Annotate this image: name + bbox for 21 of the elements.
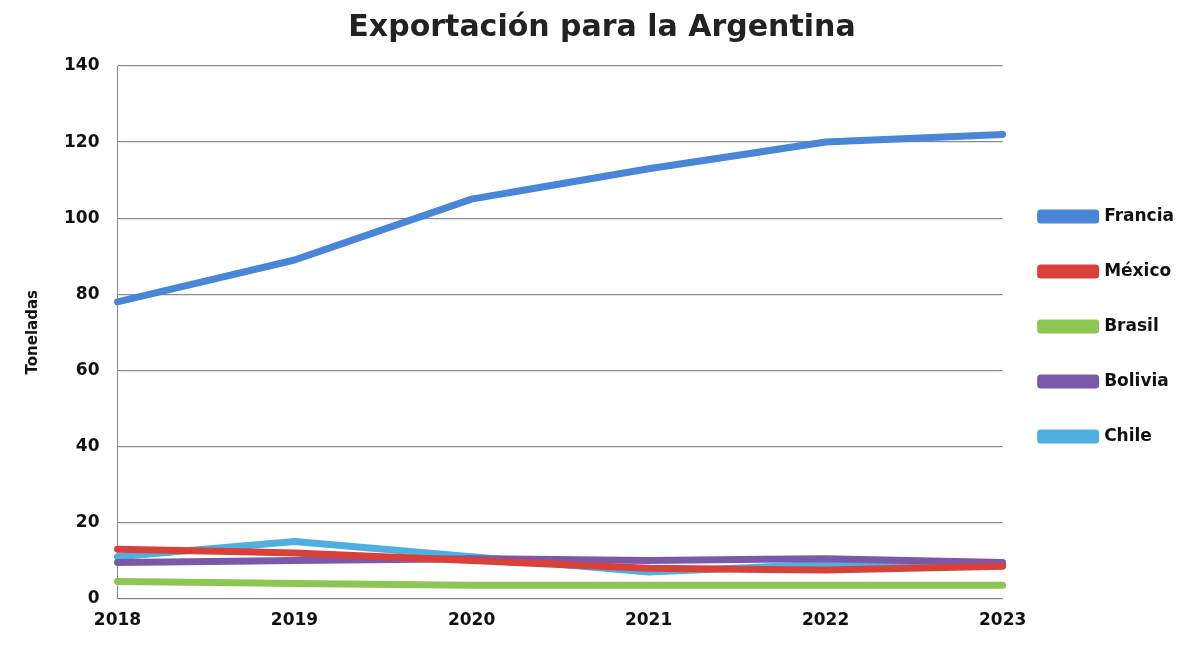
y-tick-label: 120 <box>63 130 100 151</box>
x-tick-label: 2020 <box>447 609 496 630</box>
legend-label: Francia <box>1104 204 1174 225</box>
y-tick-label: 80 <box>75 282 100 303</box>
x-tick-label: 2023 <box>978 609 1027 630</box>
x-tick-label: 2021 <box>624 609 673 630</box>
y-tick-label: 140 <box>63 54 100 75</box>
chart-title: Exportación para la Argentina <box>348 7 856 43</box>
x-tick-label: 2018 <box>93 609 142 630</box>
y-tick-label: 20 <box>75 510 100 531</box>
y-axis-title: Toneladas <box>22 290 41 375</box>
x-tick-label: 2022 <box>801 609 850 630</box>
y-tick-label: 100 <box>63 206 100 227</box>
legend-label: México <box>1104 259 1172 280</box>
y-tick-label: 40 <box>75 434 100 455</box>
y-tick-label: 60 <box>75 358 100 379</box>
y-tick-label: 0 <box>87 587 100 608</box>
legend-label: Brasil <box>1104 314 1159 335</box>
x-tick-label: 2019 <box>270 609 319 630</box>
legend-label: Chile <box>1104 424 1152 445</box>
legend-label: Bolivia <box>1104 369 1169 390</box>
